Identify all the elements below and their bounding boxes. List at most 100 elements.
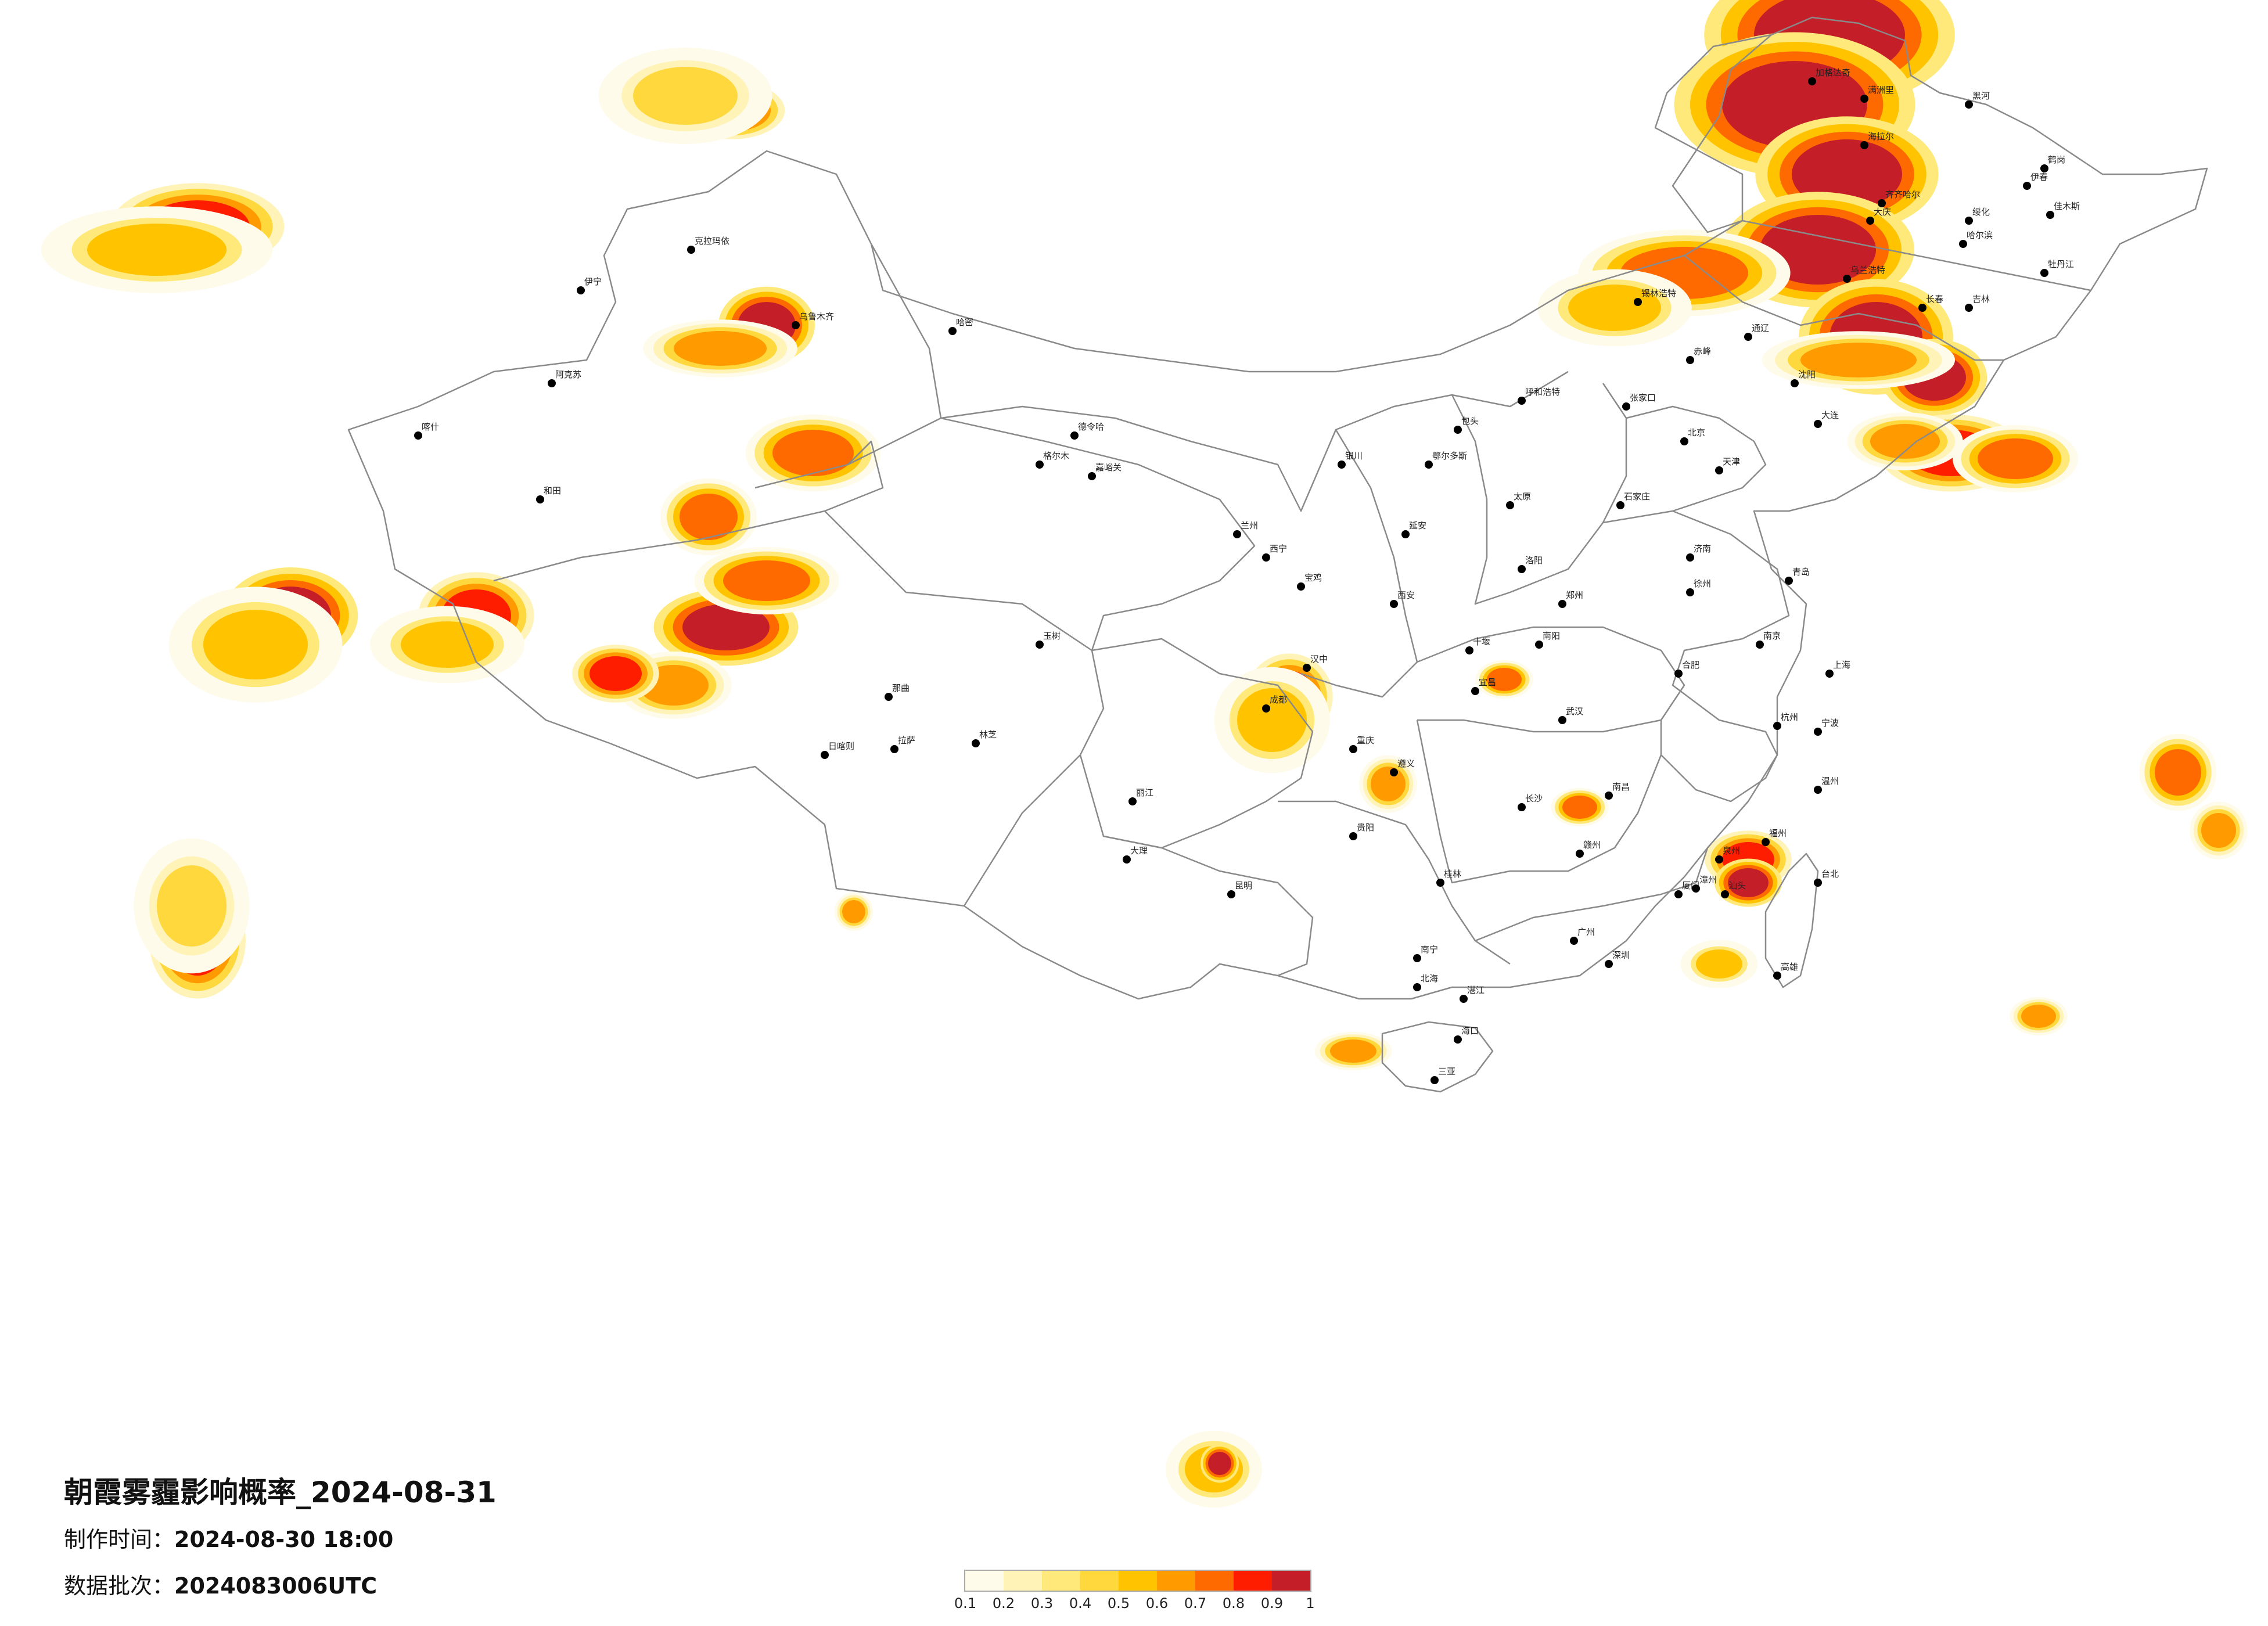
boundary-hunan-jiangxi xyxy=(1416,720,1662,884)
city-dot xyxy=(1471,687,1479,695)
city-dot xyxy=(1460,995,1468,1003)
city-dot xyxy=(1622,402,1630,411)
city-marker: 鹤岗 xyxy=(2040,154,2065,172)
city-label: 天津 xyxy=(1723,456,1740,467)
city-label: 延安 xyxy=(1409,520,1426,531)
city-marker: 宁波 xyxy=(1814,718,1839,736)
city-label: 十堰 xyxy=(1473,636,1490,647)
city-marker: 重庆 xyxy=(1349,735,1374,753)
city-dot xyxy=(2023,182,2031,190)
legend-tick: 0.8 xyxy=(1222,1595,1245,1611)
city-dot xyxy=(1680,437,1688,445)
legend-swatch xyxy=(965,1571,1004,1591)
city-marker: 延安 xyxy=(1401,520,1426,538)
city-label: 吉林 xyxy=(1972,294,1990,304)
city-marker: 高雄 xyxy=(1773,962,1798,980)
city-dot xyxy=(2040,269,2048,277)
city-marker: 沈阳 xyxy=(1791,369,1816,387)
city-label: 宁波 xyxy=(1821,718,1839,728)
city-dot xyxy=(548,379,556,387)
city-marker: 温州 xyxy=(1814,776,1839,794)
haze-patch xyxy=(633,67,738,125)
city-marker: 石家庄 xyxy=(1616,491,1650,509)
city-dot xyxy=(1814,786,1822,794)
city-marker: 克拉玛依 xyxy=(687,236,729,254)
city-dot xyxy=(1686,588,1694,596)
city-marker: 长沙 xyxy=(1518,793,1543,811)
city-marker: 太原 xyxy=(1506,491,1531,509)
city-label: 宜昌 xyxy=(1479,677,1496,688)
city-marker: 深圳 xyxy=(1605,950,1630,968)
city-marker: 佳木斯 xyxy=(2046,201,2080,219)
city-marker: 泉州 xyxy=(1715,846,1740,864)
city-dot xyxy=(1338,461,1346,469)
city-marker: 拉萨 xyxy=(890,735,915,753)
city-dot xyxy=(1123,855,1131,864)
city-dot xyxy=(890,745,898,753)
city-marker: 福州 xyxy=(1762,828,1787,846)
boundary-jilin-heilongjiang xyxy=(1742,220,2091,292)
city-label: 玉树 xyxy=(1043,631,1061,641)
city-marker: 南阳 xyxy=(1535,631,1560,649)
city-dot xyxy=(1558,600,1566,608)
city-marker: 张家口 xyxy=(1622,393,1656,411)
city-dot xyxy=(1576,850,1584,858)
city-dot xyxy=(1535,641,1543,649)
city-label: 西安 xyxy=(1397,590,1415,600)
haze-patch xyxy=(842,900,865,923)
city-label: 南昌 xyxy=(1612,782,1630,792)
city-label: 大庆 xyxy=(1874,207,1891,217)
haze-patch xyxy=(2201,813,2236,848)
city-marker: 青岛 xyxy=(1785,567,1810,585)
city-dot xyxy=(1686,553,1694,562)
city-label: 佳木斯 xyxy=(2054,201,2080,211)
legend-swatch xyxy=(1004,1571,1042,1591)
city-marker: 乌兰浩特 xyxy=(1843,265,1885,283)
city-label: 齐齐哈尔 xyxy=(1885,189,1920,200)
city-dot xyxy=(1785,577,1793,585)
haze-patch xyxy=(2155,749,2201,796)
haze-patch xyxy=(1728,868,1769,897)
city-dot xyxy=(1262,704,1270,713)
haze-patch xyxy=(1696,949,1742,979)
city-label: 三亚 xyxy=(1438,1066,1455,1077)
boundary-hainan xyxy=(1381,1021,1494,1093)
haze-patch xyxy=(772,430,854,476)
city-label: 喀什 xyxy=(422,422,439,432)
city-marker: 杭州 xyxy=(1773,712,1798,730)
city-marker: 上海 xyxy=(1825,660,1850,678)
city-dot xyxy=(1233,530,1241,538)
city-label: 沈阳 xyxy=(1798,369,1816,380)
city-label: 汉中 xyxy=(1310,654,1328,664)
city-marker: 成都 xyxy=(1262,695,1287,713)
city-marker: 三亚 xyxy=(1430,1066,1455,1084)
city-dot xyxy=(1227,890,1235,898)
city-marker: 十堰 xyxy=(1465,636,1490,654)
haze-probability-layer xyxy=(41,0,2248,1508)
city-label: 银川 xyxy=(1345,451,1363,461)
haze-patch xyxy=(1330,1039,1376,1063)
city-dot xyxy=(1959,240,1967,248)
city-marker: 呼和浩特 xyxy=(1518,387,1560,405)
city-marker: 绥化 xyxy=(1965,207,1990,225)
city-dot xyxy=(948,327,957,335)
batch-value: 2024083006UTC xyxy=(174,1573,378,1599)
batch-row: 数据批次：2024083006UTC xyxy=(64,1568,377,1600)
city-label: 南宁 xyxy=(1421,944,1438,955)
city-label: 林芝 xyxy=(979,729,997,740)
city-dot xyxy=(577,286,585,294)
boundary-shaanxi xyxy=(1300,429,1418,698)
legend-tick: 0.9 xyxy=(1260,1595,1284,1611)
city-marker: 乌鲁木齐 xyxy=(792,311,834,329)
city-marker: 伊宁 xyxy=(577,276,602,294)
city-marker: 鄂尔多斯 xyxy=(1425,451,1467,469)
city-dot xyxy=(1413,954,1421,962)
city-marker: 桂林 xyxy=(1436,869,1461,887)
legend-color-bar xyxy=(964,1570,1311,1592)
city-dot xyxy=(1814,728,1822,736)
made-time-label: 制作时间： xyxy=(64,1527,175,1552)
city-dot xyxy=(1616,501,1624,509)
city-marker: 南宁 xyxy=(1413,944,1438,962)
city-dot xyxy=(1506,501,1514,509)
legend-swatch xyxy=(1195,1571,1234,1591)
